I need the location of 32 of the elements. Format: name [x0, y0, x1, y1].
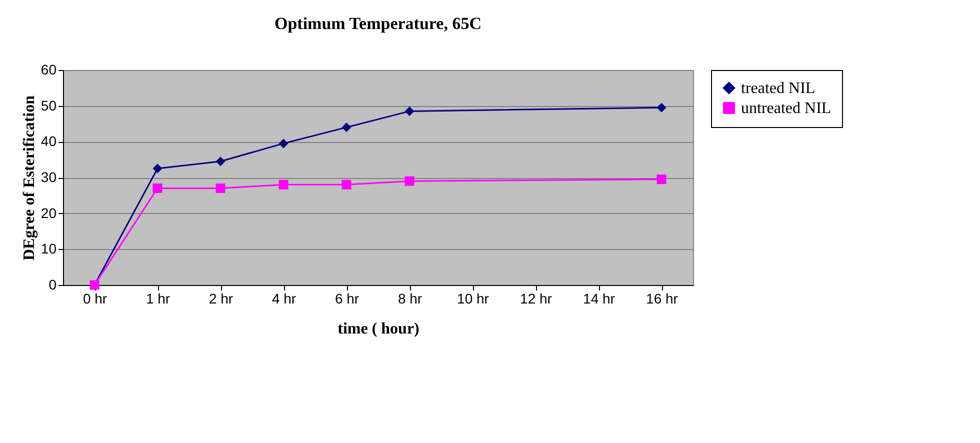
point [342, 122, 352, 132]
point [404, 176, 414, 186]
point [152, 184, 162, 193]
y-tick-label: 20 [40, 204, 57, 221]
x-tick-label: 6 hr [334, 290, 360, 306]
x-tick-label: 4 hr [272, 290, 296, 306]
y-tick-label: 40 [40, 133, 57, 150]
y-tick-label: 0 [48, 276, 57, 292]
y-tick-label: 60 [40, 62, 57, 78]
point [216, 184, 226, 193]
x-tick-label: 10 hr [457, 290, 490, 306]
x-tick-label: 2 hr [208, 290, 234, 306]
legend-label: untreated NIL [741, 100, 832, 117]
chart-title: Optimum Temperature, 65C [274, 14, 482, 33]
y-tick-label: 30 [40, 169, 57, 185]
y-axis-title: DEgree of Esterification [20, 95, 38, 260]
point [152, 164, 162, 174]
point [278, 180, 288, 190]
x-tick-label: 1 hr [146, 290, 170, 306]
x-tick-label: 14 hr [583, 290, 616, 306]
y-tick-label: 10 [40, 240, 57, 257]
x-tick-label: 8 hr [398, 290, 422, 306]
point [342, 180, 352, 190]
legend-label: treated NIL [741, 80, 816, 97]
y-tick-label: 50 [40, 97, 57, 114]
point [278, 138, 288, 148]
point [404, 106, 414, 116]
x-tick-label: 16 hr [646, 290, 678, 306]
x-tick-label: 0 hr [82, 290, 108, 306]
x-tick-label: 12 hr [520, 290, 552, 306]
x-axis-title: time ( hour) [338, 320, 420, 338]
point [216, 156, 226, 166]
